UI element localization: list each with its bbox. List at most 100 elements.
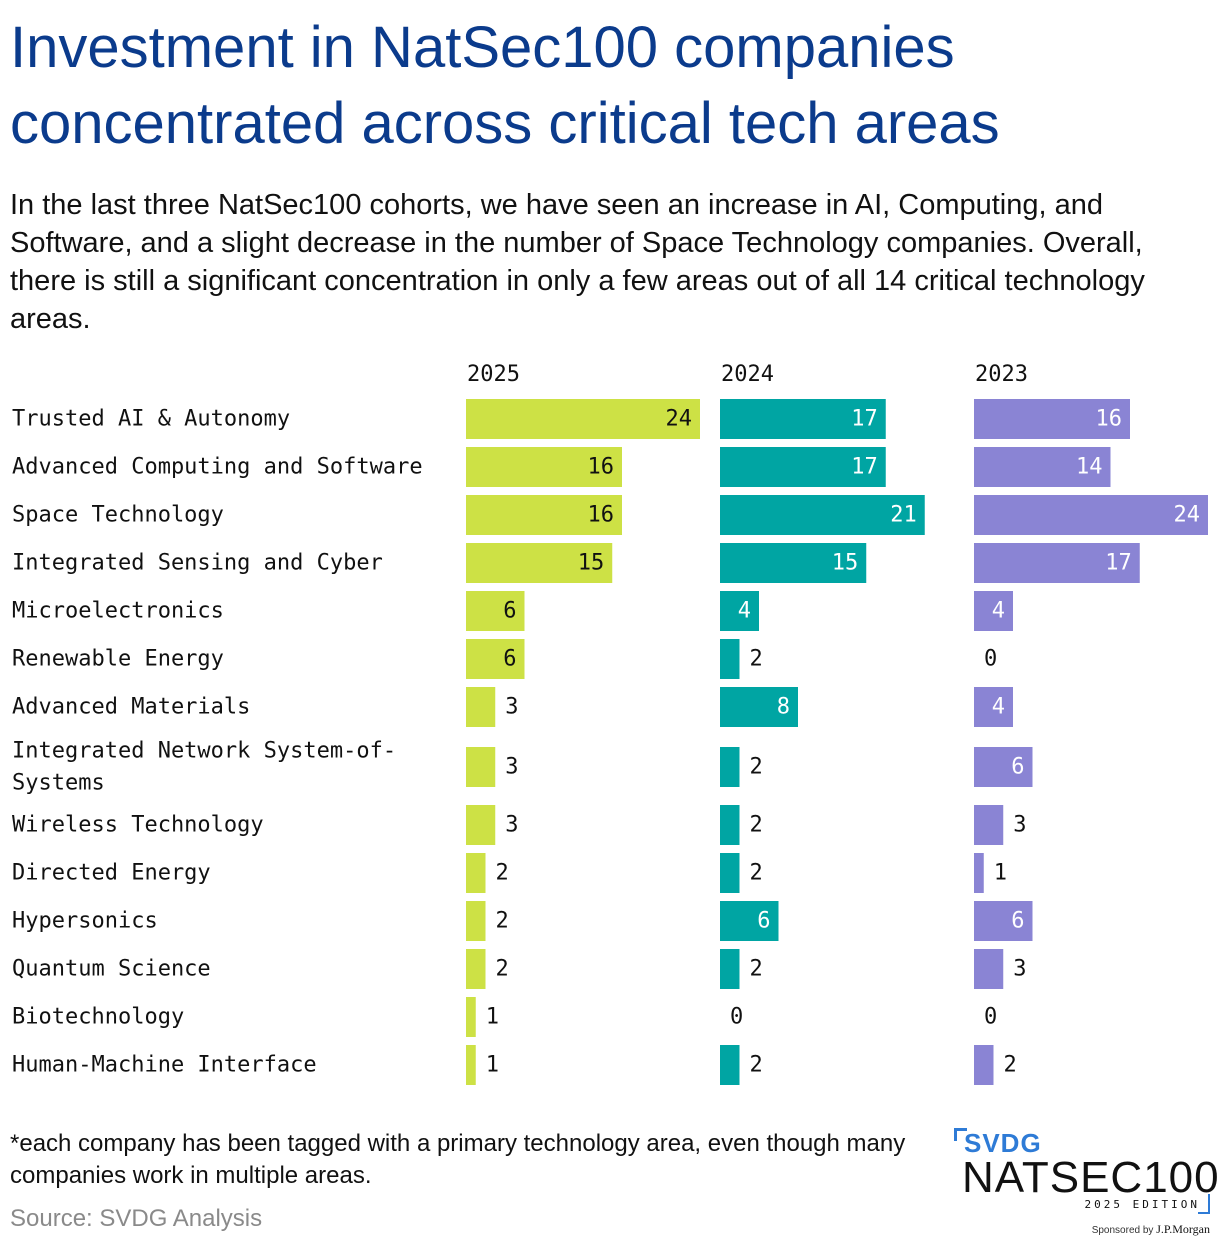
data-label: 6 xyxy=(1011,755,1024,780)
data-label: 6 xyxy=(1011,909,1024,934)
bar xyxy=(466,495,622,535)
category-label: Advanced Materials xyxy=(12,695,250,720)
data-label: 2 xyxy=(750,1053,763,1078)
category-label: Quantum Science xyxy=(12,957,211,982)
data-label: 17 xyxy=(1105,551,1132,576)
data-label: 0 xyxy=(730,1005,743,1030)
bar xyxy=(720,805,740,845)
bar xyxy=(974,747,1033,787)
data-label: 0 xyxy=(984,1005,997,1030)
data-label: 3 xyxy=(1013,813,1026,838)
bar xyxy=(720,399,886,439)
data-label: 2 xyxy=(496,957,509,982)
sponsored-by-text: Sponsored by xyxy=(1091,1225,1154,1236)
bar xyxy=(720,447,886,487)
data-label: 16 xyxy=(588,503,615,528)
bar xyxy=(974,399,1130,439)
category-label: Integrated Sensing and Cyber xyxy=(12,551,383,576)
data-label: 4 xyxy=(992,599,1005,624)
data-label: 6 xyxy=(757,909,770,934)
bar xyxy=(974,853,984,893)
data-label: 3 xyxy=(1013,957,1026,982)
bar xyxy=(974,949,1004,989)
chart-subtitle: In the last three NatSec100 cohorts, we … xyxy=(10,189,1145,335)
bar xyxy=(974,591,1013,631)
bar xyxy=(720,1045,740,1085)
bar xyxy=(466,399,700,439)
data-label: 2 xyxy=(750,861,763,886)
data-label: 8 xyxy=(777,695,790,720)
data-label: 16 xyxy=(588,455,615,480)
category-label: Human-Machine Interface xyxy=(12,1053,317,1078)
data-label: 2 xyxy=(750,813,763,838)
logo-sponsor: Sponsored by J.P.Morgan xyxy=(1092,1222,1210,1237)
bar xyxy=(974,1045,994,1085)
data-label: 1 xyxy=(486,1005,499,1030)
data-label: 17 xyxy=(851,407,878,432)
bar xyxy=(466,997,476,1037)
category-label: Directed Energy xyxy=(12,861,211,886)
bar xyxy=(466,853,486,893)
category-label: Microelectronics xyxy=(12,599,224,624)
bar xyxy=(466,687,496,727)
bar xyxy=(466,543,613,583)
series-header-2024: 2024 xyxy=(721,362,774,387)
category-label: Hypersonics xyxy=(12,909,158,934)
bar xyxy=(466,1045,476,1085)
chart-title: Investment in NatSec100 companies concen… xyxy=(10,15,1000,156)
data-label: 24 xyxy=(666,407,693,432)
category-label: Advanced Computing and Software xyxy=(12,455,423,480)
data-label: 6 xyxy=(503,599,516,624)
bar xyxy=(720,543,867,583)
bar xyxy=(974,901,1033,941)
logo-bracket-mark xyxy=(954,1128,967,1141)
source-note: Source: SVDG Analysis xyxy=(10,1205,263,1232)
data-label: 3 xyxy=(505,755,518,780)
bar xyxy=(466,591,525,631)
data-label: 2 xyxy=(750,647,763,672)
bar xyxy=(720,495,925,535)
data-label: 14 xyxy=(1076,455,1103,480)
bar xyxy=(720,591,759,631)
bar xyxy=(466,805,496,845)
data-label: 2 xyxy=(496,909,509,934)
data-label: 15 xyxy=(578,551,605,576)
bar xyxy=(720,747,740,787)
logo-brand: SVDG xyxy=(964,1128,1042,1158)
data-label: 2 xyxy=(1004,1053,1017,1078)
category-label: Trusted AI & Autonomy xyxy=(12,407,290,432)
bar xyxy=(720,949,740,989)
bar xyxy=(720,639,740,679)
series-header-2025: 2025 xyxy=(467,362,520,387)
bar xyxy=(974,687,1013,727)
bar xyxy=(466,901,486,941)
data-label: 3 xyxy=(505,813,518,838)
category-label: Space Technology xyxy=(12,503,224,528)
logo-edition: 2025 EDITION xyxy=(1084,1198,1200,1211)
data-label: 1 xyxy=(994,861,1007,886)
series-header-2023: 2023 xyxy=(975,362,1028,387)
category-label: Wireless Technology xyxy=(12,813,264,838)
bar xyxy=(466,949,486,989)
category-label: Biotechnology xyxy=(12,1005,184,1030)
data-label: 2 xyxy=(496,861,509,886)
bar xyxy=(974,805,1004,845)
bar xyxy=(466,747,496,787)
sponsor-name: J.P.Morgan xyxy=(1156,1222,1210,1236)
category-label: Renewable Energy xyxy=(12,647,224,672)
category-label: Systems xyxy=(12,771,105,796)
category-label: Integrated Network System-of- xyxy=(12,739,396,764)
logo-bracket-mark-end xyxy=(1198,1194,1210,1214)
footnote: *each company has been tagged with a pri… xyxy=(10,1130,906,1189)
logo-name: NATSEC100 xyxy=(962,1153,1220,1202)
bar xyxy=(974,447,1111,487)
bar xyxy=(720,687,798,727)
data-label: 2 xyxy=(750,957,763,982)
data-label: 24 xyxy=(1174,503,1201,528)
data-label: 17 xyxy=(851,455,878,480)
data-label: 2 xyxy=(750,755,763,780)
bar xyxy=(720,901,779,941)
bar xyxy=(974,495,1208,535)
data-label: 4 xyxy=(992,695,1005,720)
